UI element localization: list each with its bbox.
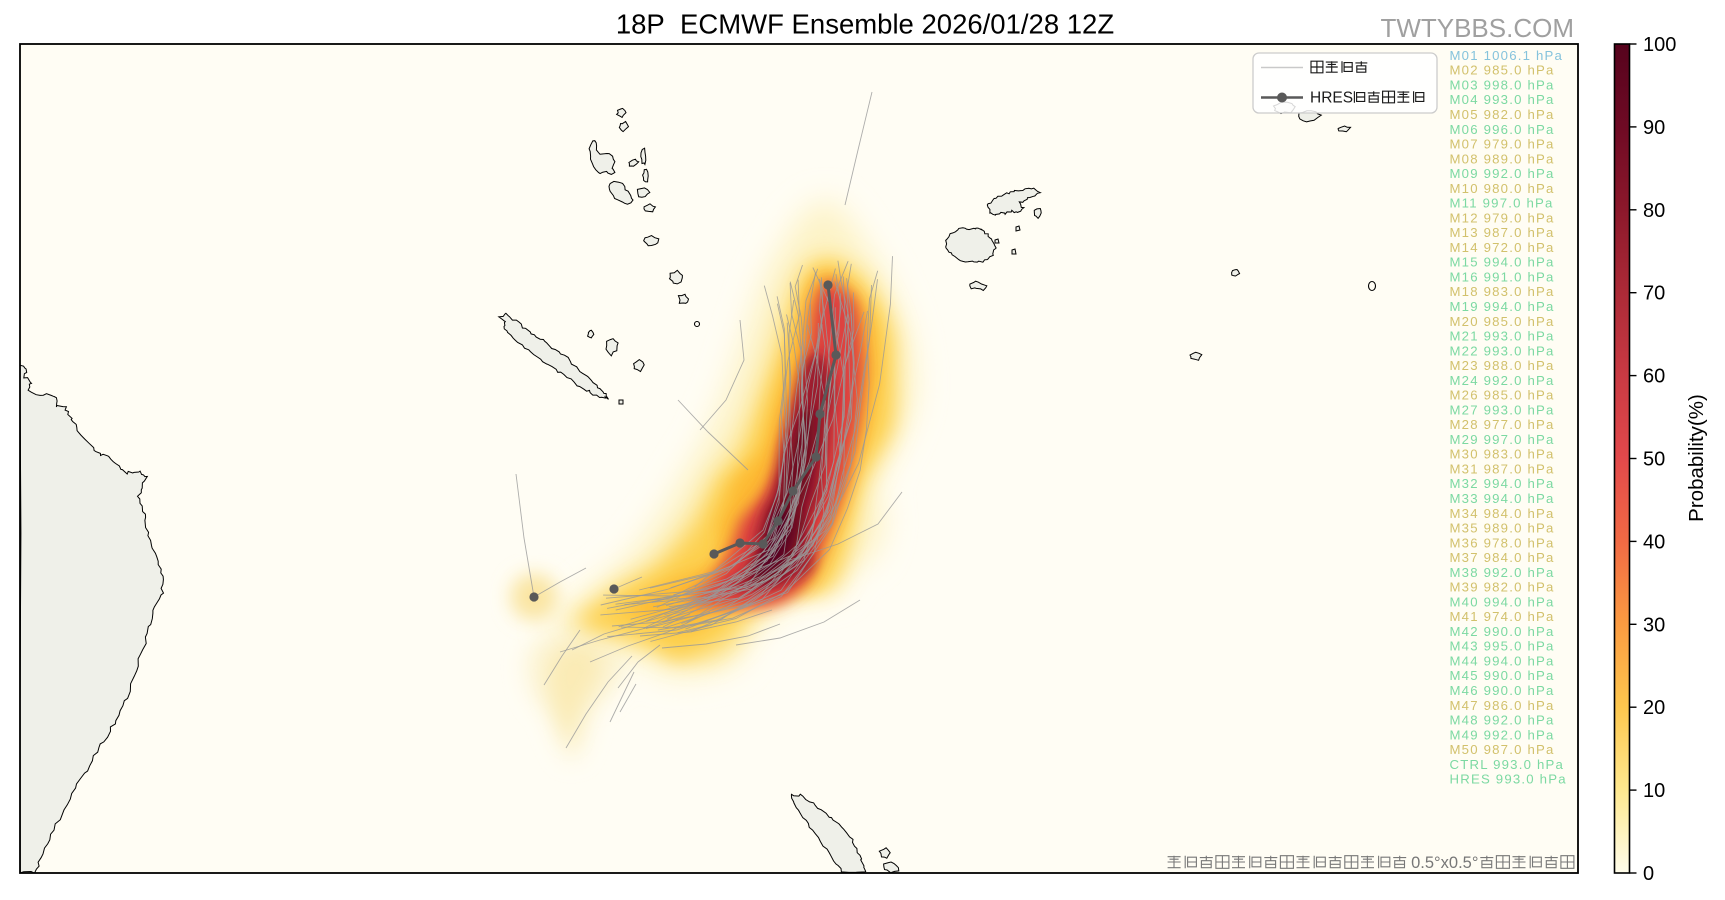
svg-text:M20 985.0 hPa: M20 985.0 hPa xyxy=(1450,314,1555,329)
svg-text:M30 983.0 hPa: M30 983.0 hPa xyxy=(1450,447,1555,462)
svg-text:M35 989.0 hPa: M35 989.0 hPa xyxy=(1450,521,1555,536)
svg-text:M32 994.0 hPa: M32 994.0 hPa xyxy=(1450,476,1555,491)
svg-text:M04 993.0 hPa: M04 993.0 hPa xyxy=(1450,92,1555,107)
svg-text:M19 994.0 hPa: M19 994.0 hPa xyxy=(1450,299,1555,314)
svg-text:M01 1006.1 hPa: M01 1006.1 hPa xyxy=(1450,48,1564,63)
svg-text:M41 974.0 hPa: M41 974.0 hPa xyxy=(1450,609,1555,624)
svg-text:M48 992.0 hPa: M48 992.0 hPa xyxy=(1450,713,1555,728)
svg-text:M33 994.0 hPa: M33 994.0 hPa xyxy=(1450,491,1555,506)
svg-text:M07 979.0 hPa: M07 979.0 hPa xyxy=(1450,137,1555,152)
svg-text:M06 996.0 hPa: M06 996.0 hPa xyxy=(1450,122,1555,137)
svg-text:M11 997.0 hPa: M11 997.0 hPa xyxy=(1450,196,1554,211)
svg-text:M02 985.0 hPa: M02 985.0 hPa xyxy=(1450,63,1555,78)
svg-text:M10 980.0 hPa: M10 980.0 hPa xyxy=(1450,181,1555,196)
svg-text:10: 10 xyxy=(1643,780,1665,802)
svg-text:50: 50 xyxy=(1643,449,1665,471)
svg-text:M08 989.0 hPa: M08 989.0 hPa xyxy=(1450,151,1555,166)
svg-text:M31 987.0 hPa: M31 987.0 hPa xyxy=(1450,462,1555,477)
svg-text:M36 978.0 hPa: M36 978.0 hPa xyxy=(1450,535,1555,550)
svg-text:M47 986.0 hPa: M47 986.0 hPa xyxy=(1450,698,1555,713)
svg-text:M34 984.0 hPa: M34 984.0 hPa xyxy=(1450,506,1555,521)
svg-text:M15 994.0 hPa: M15 994.0 hPa xyxy=(1450,255,1555,270)
svg-text:TWTYBBS.COM: TWTYBBS.COM xyxy=(1380,13,1574,43)
svg-text:M18 983.0 hPa: M18 983.0 hPa xyxy=(1450,284,1555,299)
svg-text:M23 988.0 hPa: M23 988.0 hPa xyxy=(1450,358,1555,373)
svg-text:18P ECMWF Ensemble 2026/01/28: 18P ECMWF Ensemble 2026/01/28 12Z xyxy=(616,9,1114,40)
svg-text:90: 90 xyxy=(1643,117,1665,139)
svg-text:M21 993.0 hPa: M21 993.0 hPa xyxy=(1450,329,1555,344)
svg-text:M29 997.0 hPa: M29 997.0 hPa xyxy=(1450,432,1555,447)
svg-text:M24 992.0 hPa: M24 992.0 hPa xyxy=(1450,373,1555,388)
svg-text:30: 30 xyxy=(1643,614,1665,636)
svg-text:M09 992.0 hPa: M09 992.0 hPa xyxy=(1450,166,1555,181)
svg-text:20: 20 xyxy=(1643,697,1665,719)
svg-text:M45 990.0 hPa: M45 990.0 hPa xyxy=(1450,668,1555,683)
svg-text:M42 990.0 hPa: M42 990.0 hPa xyxy=(1450,624,1555,639)
svg-text:M05 982.0 hPa: M05 982.0 hPa xyxy=(1450,107,1555,122)
svg-text:M39 982.0 hPa: M39 982.0 hPa xyxy=(1450,580,1555,595)
svg-text:HRES: HRES xyxy=(1310,90,1353,107)
svg-text:M26 985.0 hPa: M26 985.0 hPa xyxy=(1450,388,1555,403)
svg-text:M43 995.0 hPa: M43 995.0 hPa xyxy=(1450,639,1555,654)
svg-text:0.5°x0.5°: 0.5°x0.5° xyxy=(1411,854,1478,872)
svg-text:M22 993.0 hPa: M22 993.0 hPa xyxy=(1450,343,1555,358)
svg-text:HRES 993.0 hPa: HRES 993.0 hPa xyxy=(1450,772,1567,787)
svg-text:M13 987.0 hPa: M13 987.0 hPa xyxy=(1450,225,1555,240)
svg-text:M16 991.0 hPa: M16 991.0 hPa xyxy=(1450,269,1555,284)
svg-text:M14 972.0 hPa: M14 972.0 hPa xyxy=(1450,240,1555,255)
svg-text:M40 994.0 hPa: M40 994.0 hPa xyxy=(1450,594,1555,609)
svg-text:M50 987.0 hPa: M50 987.0 hPa xyxy=(1450,742,1555,757)
svg-text:80: 80 xyxy=(1643,200,1665,222)
svg-text:0: 0 xyxy=(1643,863,1654,885)
svg-text:M44 994.0 hPa: M44 994.0 hPa xyxy=(1450,654,1555,669)
svg-text:M38 992.0 hPa: M38 992.0 hPa xyxy=(1450,565,1555,580)
svg-text:M49 992.0 hPa: M49 992.0 hPa xyxy=(1450,727,1555,742)
svg-text:100: 100 xyxy=(1643,34,1676,56)
svg-text:60: 60 xyxy=(1643,366,1665,388)
svg-text:M12 979.0 hPa: M12 979.0 hPa xyxy=(1450,210,1555,225)
svg-text:Probability(%): Probability(%) xyxy=(1685,394,1708,522)
svg-text:70: 70 xyxy=(1643,283,1665,305)
svg-text:M46 990.0 hPa: M46 990.0 hPa xyxy=(1450,683,1555,698)
svg-text:40: 40 xyxy=(1643,531,1665,553)
svg-text:M28 977.0 hPa: M28 977.0 hPa xyxy=(1450,417,1555,432)
svg-text:M27 993.0 hPa: M27 993.0 hPa xyxy=(1450,402,1555,417)
svg-text:M37 984.0 hPa: M37 984.0 hPa xyxy=(1450,550,1555,565)
svg-text:M03 998.0 hPa: M03 998.0 hPa xyxy=(1450,77,1555,92)
svg-text:CTRL 993.0 hPa: CTRL 993.0 hPa xyxy=(1450,757,1565,772)
